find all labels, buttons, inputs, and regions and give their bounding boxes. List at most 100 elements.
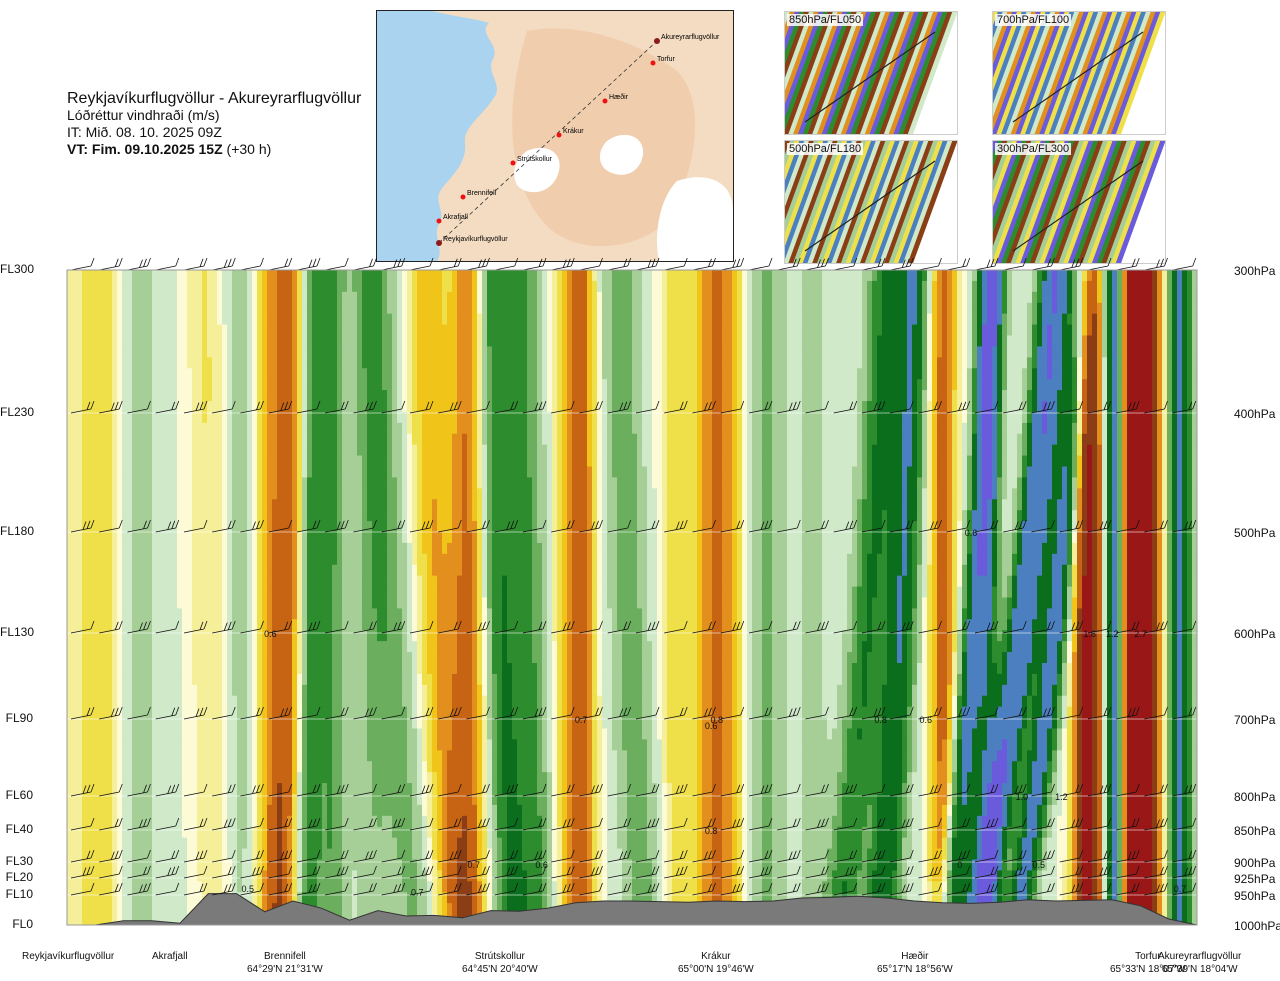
field-cell xyxy=(1157,455,1163,468)
field-cell xyxy=(977,313,983,326)
field-cell xyxy=(302,433,308,446)
field-cell xyxy=(317,357,323,369)
field-cell xyxy=(82,477,88,489)
field-cell xyxy=(247,324,253,337)
field-cell xyxy=(427,291,433,304)
field-cell xyxy=(802,379,808,391)
thumbnail-field-cell xyxy=(807,141,858,263)
field-cell xyxy=(342,499,348,511)
field-cell xyxy=(1042,466,1048,479)
thumbnail-route-line xyxy=(1012,160,1144,252)
field-cell xyxy=(702,324,708,337)
field-cell xyxy=(577,401,583,413)
field-cell xyxy=(492,302,498,315)
field-cell xyxy=(332,488,338,500)
thumbnail-field-cell xyxy=(836,141,886,263)
field-cell xyxy=(337,444,343,457)
field-cell xyxy=(322,444,328,457)
field-cell xyxy=(787,313,793,326)
field-cell xyxy=(1007,390,1013,402)
field-cell xyxy=(117,411,123,424)
field-cell xyxy=(1122,324,1128,337)
field-cell xyxy=(1192,324,1197,337)
field-cell xyxy=(452,313,458,326)
field-cell xyxy=(1092,466,1098,479)
thumbnail-field-cell xyxy=(831,141,882,263)
field-cell xyxy=(1057,280,1063,293)
thumbnail-300[interactable]: 300hPa/FL300 xyxy=(992,140,1166,264)
field-cell xyxy=(1042,488,1048,500)
field-cell xyxy=(927,444,933,457)
field-cell xyxy=(912,455,918,468)
field-cell xyxy=(752,433,758,446)
field-cell xyxy=(362,477,368,489)
field-cell xyxy=(142,302,148,315)
field-cell xyxy=(932,477,938,489)
field-cell xyxy=(1117,444,1123,457)
field-cell xyxy=(1007,335,1013,348)
thumbnail-field-cell xyxy=(1025,12,1075,134)
field-cell xyxy=(717,313,723,326)
field-cell xyxy=(407,444,413,457)
field-cell xyxy=(1162,335,1168,348)
field-cell xyxy=(132,302,138,315)
field-cell xyxy=(517,324,523,337)
field-cell xyxy=(92,270,98,282)
field-cell xyxy=(257,379,263,391)
field-cell xyxy=(737,368,743,380)
field-cell xyxy=(772,455,778,468)
field-cell xyxy=(977,401,983,413)
field-cell xyxy=(92,390,98,402)
thumbnail-field-cell xyxy=(903,12,953,134)
field-cell xyxy=(272,401,278,413)
field-cell xyxy=(697,411,703,424)
field-cell xyxy=(452,379,458,391)
field-cell xyxy=(807,390,813,402)
field-cell xyxy=(307,291,313,304)
field-cell xyxy=(127,313,133,326)
field-cell xyxy=(657,302,663,315)
field-cell xyxy=(252,270,258,282)
field-cell xyxy=(547,324,553,337)
field-cell xyxy=(317,291,323,304)
field-cell xyxy=(242,270,248,282)
field-cell xyxy=(422,422,428,435)
field-cell xyxy=(692,280,698,293)
field-cell xyxy=(1157,466,1163,479)
field-cell xyxy=(357,444,363,457)
field-cell xyxy=(322,422,328,435)
field-cell xyxy=(707,302,713,315)
field-cell xyxy=(942,477,948,489)
field-cell xyxy=(702,455,708,468)
field-cell xyxy=(387,466,393,479)
thumbnail-850[interactable]: 850hPa/FL050 xyxy=(784,11,958,135)
field-cell xyxy=(352,466,358,479)
field-cell xyxy=(692,270,698,282)
field-cell xyxy=(377,302,383,315)
field-cell xyxy=(422,368,428,380)
field-cell xyxy=(102,346,108,358)
field-cell xyxy=(187,411,193,424)
field-cell xyxy=(347,488,353,500)
field-cell xyxy=(467,390,473,402)
thumbnail-500[interactable]: 500hPa/FL180 xyxy=(784,140,958,264)
field-cell xyxy=(362,444,368,457)
field-cell xyxy=(642,368,648,380)
field-cell xyxy=(837,357,843,369)
field-cell xyxy=(1017,346,1023,358)
field-cell xyxy=(227,433,233,446)
field-cell xyxy=(647,368,653,380)
field-cell xyxy=(437,346,443,358)
field-cell xyxy=(1087,368,1093,380)
field-cell xyxy=(167,444,173,457)
field-cell xyxy=(1107,291,1113,304)
field-cell xyxy=(802,313,808,326)
field-cell xyxy=(1032,313,1038,326)
thumbnail-700[interactable]: 700hPa/FL100 xyxy=(992,11,1166,135)
field-cell xyxy=(627,357,633,369)
field-cell xyxy=(1097,444,1103,457)
field-cell xyxy=(357,335,363,348)
field-cell xyxy=(287,477,293,489)
field-cell xyxy=(212,422,218,435)
field-cell xyxy=(842,357,848,369)
